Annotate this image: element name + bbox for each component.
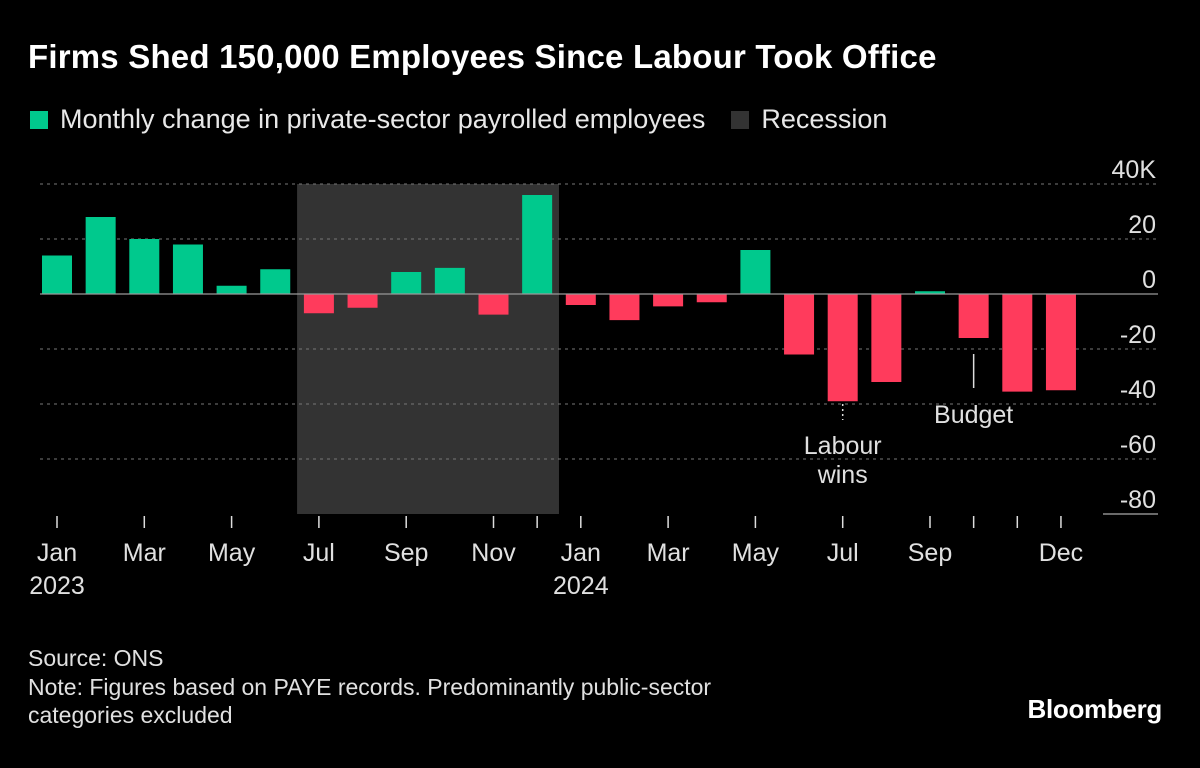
x-tick-label: Nov bbox=[471, 539, 516, 567]
x-tick-label: Dec bbox=[1039, 539, 1083, 567]
bar bbox=[478, 294, 509, 315]
bar bbox=[653, 294, 684, 307]
legend-item-payrolled: Monthly change in private-sector payroll… bbox=[30, 104, 705, 135]
bar bbox=[391, 272, 422, 294]
bar bbox=[609, 294, 640, 321]
annotation-label: wins bbox=[817, 461, 868, 489]
bar-chart: 40K 20 0 -20 -40 -60 -80 Jan 2023 Mar May Jul Sep Nov… bbox=[29, 156, 1158, 600]
y-tick-label: -20 bbox=[1120, 321, 1156, 349]
annotation-label: Budget bbox=[934, 401, 1013, 429]
bar bbox=[129, 239, 160, 294]
y-tick-label: 40K bbox=[1112, 156, 1157, 184]
chart-title: Firms Shed 150,000 Employees Since Labou… bbox=[28, 38, 937, 75]
x-tick-label: Sep bbox=[384, 539, 428, 567]
legend-label-payrolled: Monthly change in private-sector payroll… bbox=[60, 104, 706, 134]
bar bbox=[85, 217, 116, 294]
bar bbox=[1002, 294, 1033, 392]
legend: Monthly change in private-sector payroll… bbox=[30, 104, 913, 135]
y-tick-label: -80 bbox=[1120, 486, 1156, 514]
x-tick-label: Mar bbox=[123, 539, 166, 567]
x-tick-label: May bbox=[208, 539, 256, 567]
bar bbox=[696, 294, 727, 303]
bar bbox=[565, 294, 596, 305]
note-line-2: categories excluded bbox=[28, 702, 233, 728]
legend-swatch-payrolled bbox=[30, 110, 48, 129]
x-tick-label: Sep bbox=[908, 539, 952, 567]
bar bbox=[42, 255, 72, 294]
source-text: Source: ONS bbox=[28, 645, 164, 671]
bar bbox=[1045, 294, 1076, 391]
bloomberg-logo: Bloomberg bbox=[1027, 694, 1162, 724]
annotation-label: Labour bbox=[804, 432, 882, 460]
x-tick-year-label: 2024 bbox=[553, 572, 609, 600]
bar bbox=[958, 294, 989, 338]
x-tick-label: Jan bbox=[37, 539, 77, 567]
bar bbox=[915, 291, 945, 294]
bar bbox=[871, 294, 902, 382]
bar bbox=[740, 250, 771, 294]
bar bbox=[303, 294, 334, 314]
legend-swatch-recession bbox=[731, 110, 750, 129]
bar bbox=[827, 294, 858, 402]
bar bbox=[260, 269, 291, 294]
x-tick-label: May bbox=[732, 539, 780, 567]
x-tick-label: Mar bbox=[647, 539, 690, 567]
legend-label-recession: Recession bbox=[761, 104, 888, 134]
y-tick-label: -60 bbox=[1120, 431, 1156, 459]
bar bbox=[522, 195, 553, 294]
note-line-1: Note: Figures based on PAYE records. Pre… bbox=[28, 674, 712, 700]
y-tick-label: -40 bbox=[1120, 376, 1156, 404]
y-tick-label: 0 bbox=[1142, 266, 1156, 294]
legend-item-recession: Recession bbox=[731, 104, 887, 135]
y-tick-label: 20 bbox=[1128, 211, 1156, 239]
bar bbox=[434, 267, 465, 294]
x-tick-label: Jul bbox=[827, 539, 859, 567]
bar bbox=[172, 244, 203, 294]
x-tick-label: Jul bbox=[303, 539, 335, 567]
recession-band bbox=[297, 184, 559, 514]
bar bbox=[784, 294, 815, 355]
x-tick-label: Jan bbox=[561, 539, 601, 567]
bar bbox=[347, 294, 378, 308]
x-tick-year-label: 2023 bbox=[29, 572, 85, 600]
bar bbox=[216, 285, 247, 294]
